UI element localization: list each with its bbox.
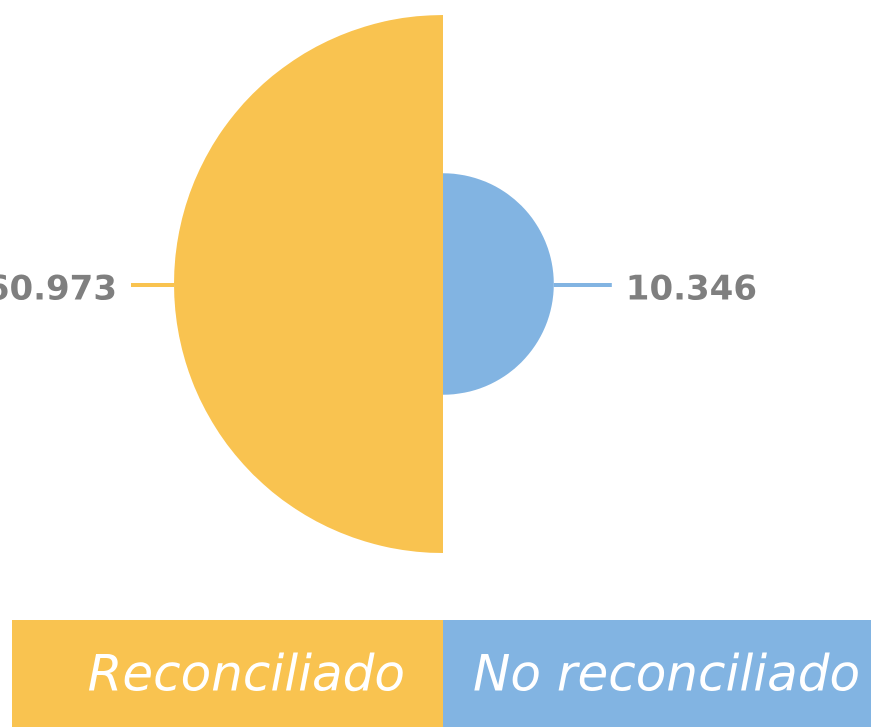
legend-label: No reconciliado	[473, 645, 860, 703]
value-label: 60.973	[0, 269, 117, 309]
half-circle	[443, 173, 554, 395]
legend-swatch	[12, 620, 443, 727]
legend-label: Reconciliado	[88, 645, 405, 703]
half-circle	[174, 15, 443, 553]
value-label: 10.346	[626, 269, 757, 309]
legend-swatch	[443, 620, 871, 727]
